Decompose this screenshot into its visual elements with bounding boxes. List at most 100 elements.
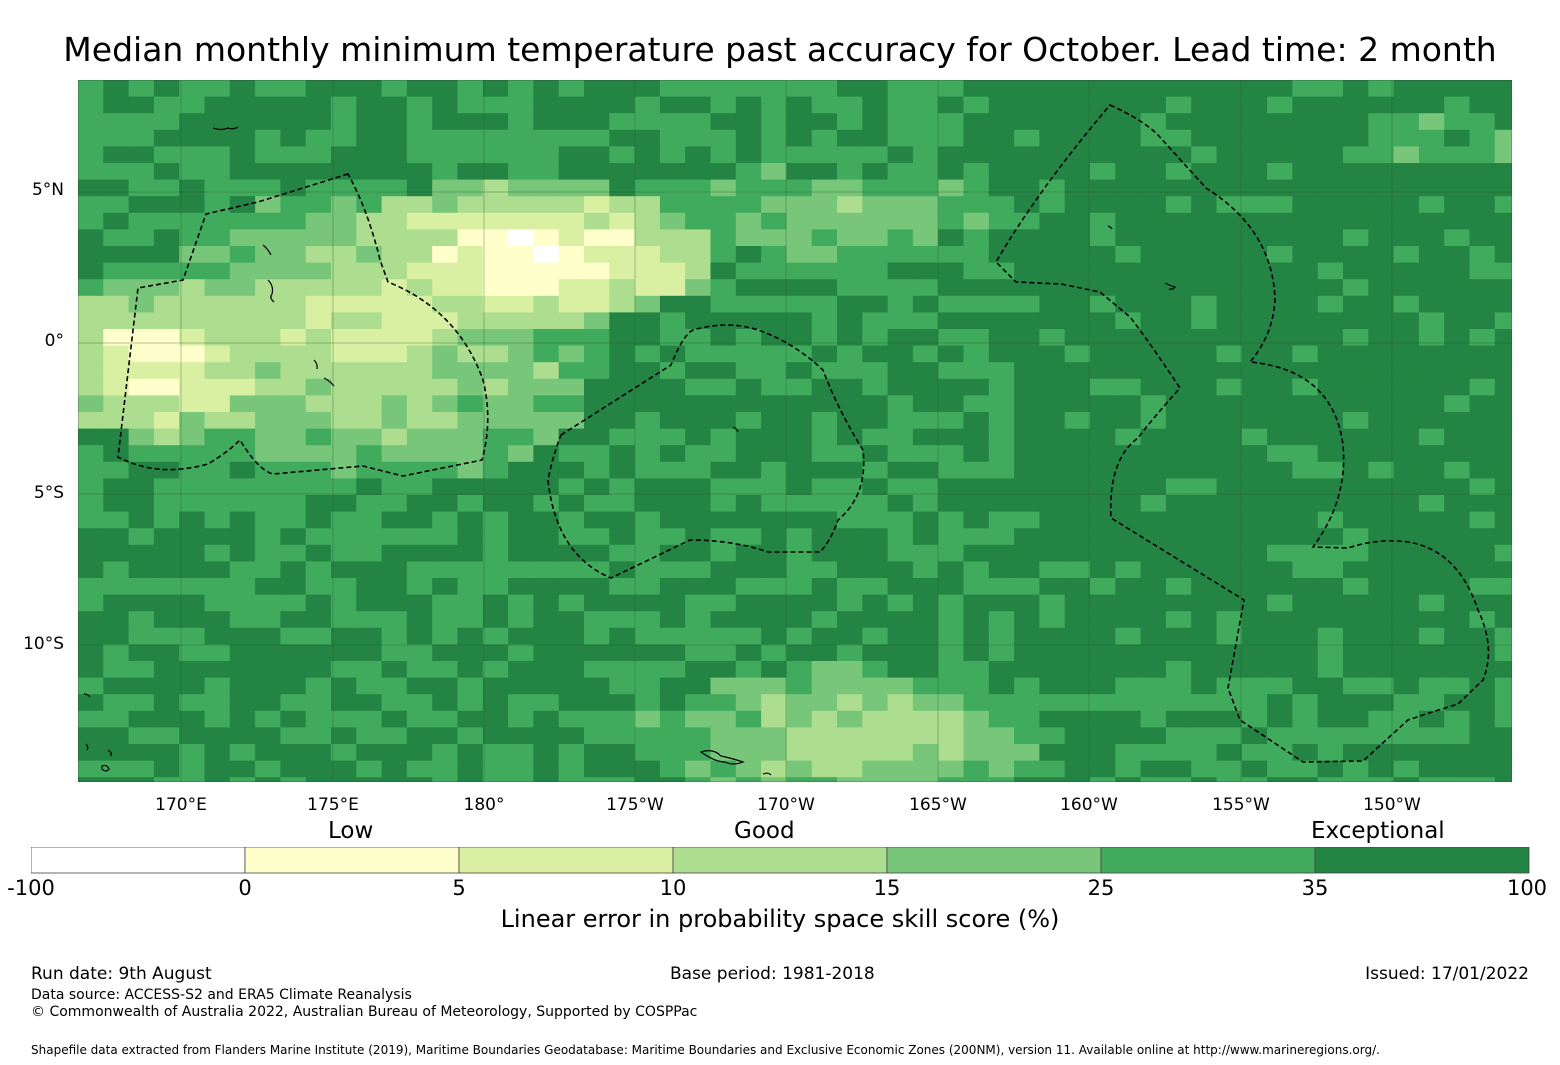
map-title: Median monthly minimum temperature past … — [63, 30, 1497, 69]
grid-cell — [659, 744, 686, 762]
grid-cell — [381, 113, 408, 131]
grid-cell — [1469, 511, 1496, 529]
grid-cell — [1064, 262, 1091, 280]
grid-cell — [837, 544, 863, 562]
grid-cell — [1418, 544, 1445, 562]
grid-cell — [963, 113, 990, 131]
grid-cell — [735, 511, 762, 529]
grid-cell — [912, 661, 939, 679]
grid-cell — [558, 428, 585, 446]
grid-cell — [963, 478, 990, 496]
grid-cell — [735, 295, 762, 313]
grid-cell — [1393, 329, 1420, 347]
grid-cell — [609, 113, 636, 131]
grid-cell — [1014, 710, 1040, 728]
grid-cell — [179, 627, 206, 645]
grid-cell — [128, 495, 155, 513]
grid-cell — [862, 611, 889, 629]
grid-cell — [837, 362, 863, 380]
grid-cell — [887, 146, 914, 164]
grid-cell — [356, 445, 383, 463]
grid-cell — [1165, 212, 1192, 230]
grid-cell — [1469, 146, 1496, 164]
grid-cell — [634, 461, 661, 479]
grid-cell — [584, 378, 610, 396]
grid-cell — [1165, 96, 1192, 114]
grid-cell — [255, 744, 281, 762]
grid-cell — [1241, 677, 1268, 695]
grid-cell — [1241, 279, 1268, 297]
grid-cell — [938, 777, 965, 782]
grid-cell — [255, 661, 281, 679]
grid-cell — [710, 644, 737, 662]
grid-cell — [103, 727, 130, 745]
grid-cell — [280, 113, 307, 131]
grid-cell — [1343, 129, 1369, 147]
grid-cell — [1469, 329, 1496, 347]
grid-cell — [1216, 262, 1243, 280]
grid-cell — [786, 129, 813, 147]
grid-cell — [1090, 661, 1116, 679]
grid-cell — [1343, 710, 1369, 728]
grid-cell — [457, 461, 484, 479]
grid-cell — [432, 627, 459, 645]
grid-cell — [1115, 544, 1142, 562]
grid-cell — [432, 395, 459, 413]
grid-cell — [1191, 511, 1218, 529]
grid-cell — [938, 163, 965, 181]
grid-cell — [381, 578, 408, 596]
grid-cell — [988, 627, 1015, 645]
grid-cell — [1039, 478, 1066, 496]
grid-cell — [1115, 295, 1142, 313]
grid-cell — [153, 777, 180, 782]
island — [212, 126, 239, 131]
grid-cell — [229, 478, 256, 496]
grid-cell — [938, 96, 965, 114]
grid-cell — [356, 146, 383, 164]
grid-cell — [988, 262, 1015, 280]
grid-cell — [710, 262, 737, 280]
grid-cell — [609, 129, 636, 147]
grid-cell — [1343, 677, 1369, 695]
grid-cell — [584, 511, 610, 529]
grid-cell — [153, 295, 180, 313]
grid-cell — [305, 478, 332, 496]
grid-cell — [862, 727, 889, 745]
grid-cell — [912, 744, 939, 762]
grid-cell — [179, 395, 206, 413]
grid-cell — [508, 295, 534, 313]
grid-cell — [508, 461, 534, 479]
grid-cell — [1267, 80, 1293, 98]
grid-cell — [1469, 96, 1496, 114]
grid-cell — [508, 777, 534, 782]
grid-cell — [1368, 777, 1395, 782]
grid-cell — [887, 511, 914, 529]
grid-cell — [280, 212, 307, 230]
grid-cell — [761, 511, 787, 529]
grid-cell — [685, 295, 712, 313]
grid-cell — [912, 445, 939, 463]
grid-cell — [811, 129, 838, 147]
grid-cell — [457, 594, 484, 612]
grid-cell — [1393, 710, 1420, 728]
grid-cell — [963, 561, 990, 579]
grid-cell — [988, 727, 1015, 745]
grid-cell — [229, 461, 256, 479]
grid-cell — [1343, 146, 1369, 164]
lon-label-175w: 175°W — [606, 795, 664, 815]
grid-cell — [912, 644, 939, 662]
grid-cell — [735, 279, 762, 297]
grid-cell — [1191, 760, 1218, 778]
grid-cell — [659, 163, 686, 181]
grid-cell — [78, 511, 104, 529]
grid-cell — [988, 710, 1015, 728]
grid-cell — [887, 528, 914, 546]
grid-cell — [179, 229, 206, 247]
grid-cell — [1267, 511, 1293, 529]
grid-cell — [179, 80, 206, 98]
grid-cell — [963, 229, 990, 247]
grid-cell — [1039, 578, 1066, 596]
grid-cell — [1140, 96, 1167, 114]
grid-cell — [482, 345, 509, 363]
grid-cell — [1292, 295, 1319, 313]
